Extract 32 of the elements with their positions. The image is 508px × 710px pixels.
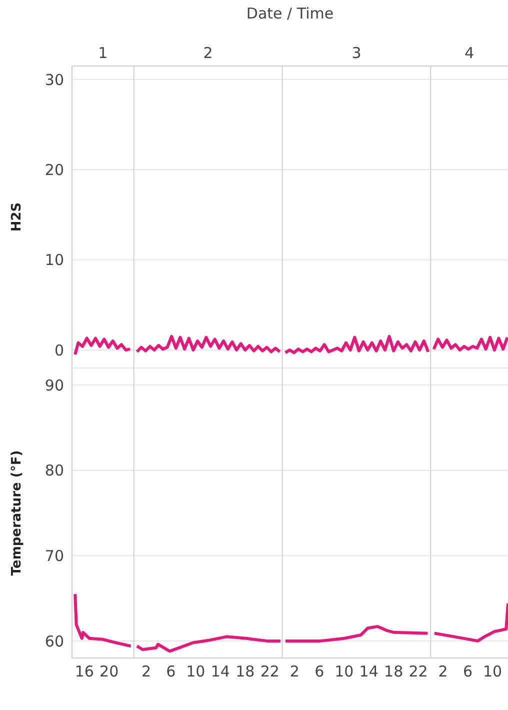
- x-tick-label: 18: [236, 662, 255, 681]
- y-tick-label: 30: [44, 70, 64, 89]
- y-tick-label: 20: [44, 160, 64, 179]
- x-tick-label: 14: [210, 662, 230, 681]
- x-tick-label: 6: [166, 662, 176, 681]
- y-tick-label: 80: [44, 462, 64, 480]
- x-tick-label: 10: [482, 662, 502, 681]
- y-tick-label: 70: [44, 546, 64, 565]
- x2-tick-label: 2: [203, 44, 213, 62]
- y-axis-title: Temperature (°F): [10, 450, 25, 576]
- x-tick-label: 2: [141, 662, 151, 681]
- x-tick-label: 2: [438, 662, 448, 681]
- x-tick-label: 20: [100, 662, 119, 681]
- x-tick-label: 16: [74, 662, 94, 681]
- x-tick-label: 10: [186, 662, 206, 681]
- x-tick-label: 10: [334, 662, 354, 681]
- y-tick-label: 90: [44, 376, 64, 394]
- y-tick-label: 0: [54, 341, 64, 360]
- y-tick-label: 60: [44, 632, 64, 650]
- x-tick-label: 22: [260, 662, 280, 681]
- y-tick-label: 10: [44, 251, 64, 270]
- y-axis-title: H2S: [10, 202, 25, 232]
- x-tick-label: 6: [463, 662, 473, 681]
- x-tick-label: 6: [314, 662, 324, 681]
- x-tick-label: 2: [290, 662, 300, 681]
- x-tick-label: 18: [384, 662, 404, 681]
- x2-tick-label: 4: [464, 44, 474, 62]
- x-tick-label: 22: [408, 662, 428, 681]
- x2-tick-label: 3: [352, 44, 362, 62]
- x2-axis-title: Date / Time: [246, 4, 334, 23]
- x-tick-label: 14: [359, 662, 378, 681]
- x2-tick-label: 1: [98, 44, 108, 62]
